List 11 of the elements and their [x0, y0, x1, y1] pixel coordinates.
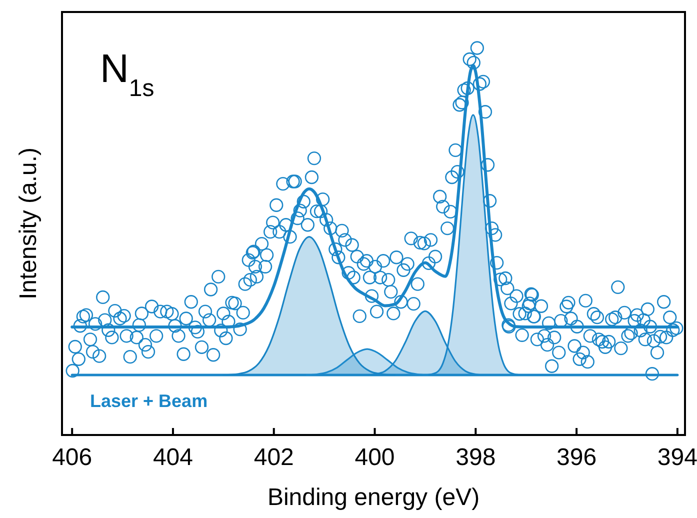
x-tick-label: 404 — [152, 444, 194, 471]
chart-title: N$_{1s}$ — [100, 47, 154, 102]
x-tick-label: 406 — [52, 444, 92, 471]
y-axis-title: Intensity (a.u.) — [15, 147, 42, 300]
annotation: Laser + Beam — [90, 391, 208, 411]
x-axis-title: Binding energy (eV) — [267, 484, 480, 511]
x-tick-label: 396 — [556, 444, 597, 471]
x-tick-label: 400 — [354, 444, 395, 471]
x-tick-label: 394 — [657, 444, 697, 471]
x-tick-label: 398 — [456, 444, 496, 471]
x-tick-label: 402 — [254, 444, 294, 471]
